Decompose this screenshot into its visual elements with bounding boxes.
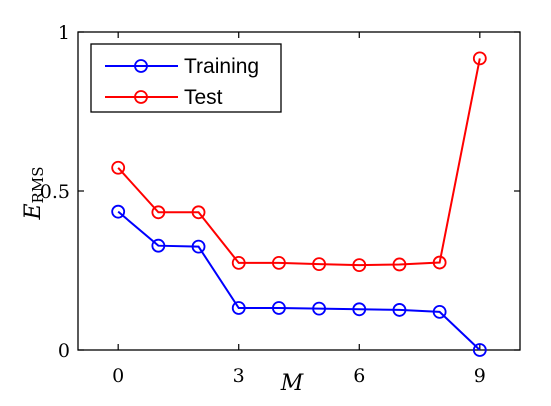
y-axis-label-sub: RMS [29, 167, 47, 204]
axis-ticks: 0 3 6 9 0 0.5 1 [40, 22, 520, 387]
legend-label: Training [184, 55, 259, 78]
y-axis-label: ERMS [21, 167, 47, 221]
data-point-test [272, 255, 286, 270]
data-point-test [191, 205, 206, 220]
y-tick-label: 0 [58, 340, 70, 362]
y-axis-label-main: E [21, 203, 46, 220]
data-point-test [432, 255, 447, 270]
series-line-test [117, 58, 481, 267]
series-training [111, 204, 487, 357]
legend: Training Test [90, 43, 282, 113]
series-line-training [117, 210, 481, 351]
data-point-training [472, 343, 487, 357]
legend-entry: Training [105, 55, 259, 78]
series-test [111, 51, 487, 272]
data-point-test [151, 205, 166, 220]
legend-swatch-marker [134, 90, 148, 104]
data-point-training [111, 204, 126, 219]
data-point-training [272, 301, 286, 315]
x-tick-label: 3 [233, 365, 245, 387]
y-tick-label: 1 [58, 22, 70, 44]
data-point-test [392, 257, 407, 272]
data-point-test [312, 257, 326, 272]
legend-box [90, 43, 282, 113]
x-tick-label: 9 [474, 365, 486, 387]
x-axis-label: M [280, 371, 304, 396]
data-point-training [231, 301, 246, 315]
data-point-test [352, 258, 367, 272]
data-point-test [111, 160, 126, 175]
x-tick-label: 6 [353, 365, 365, 387]
x-tick-label: 0 [112, 365, 124, 387]
data-point-training [191, 239, 206, 254]
legend-entry: Test [105, 86, 223, 109]
data-point-test [231, 255, 246, 270]
data-point-training [352, 302, 367, 317]
data-point-training [432, 304, 447, 319]
data-point-training [151, 238, 166, 253]
data-point-training [312, 301, 326, 316]
data-point-test [472, 51, 487, 66]
series-layer [111, 51, 487, 357]
legend-items: Training Test [105, 55, 259, 109]
data-point-training [392, 303, 407, 317]
y-tick-label: 0.5 [40, 181, 70, 203]
legend-label: Test [184, 86, 223, 109]
legend-swatch-marker [134, 59, 148, 73]
